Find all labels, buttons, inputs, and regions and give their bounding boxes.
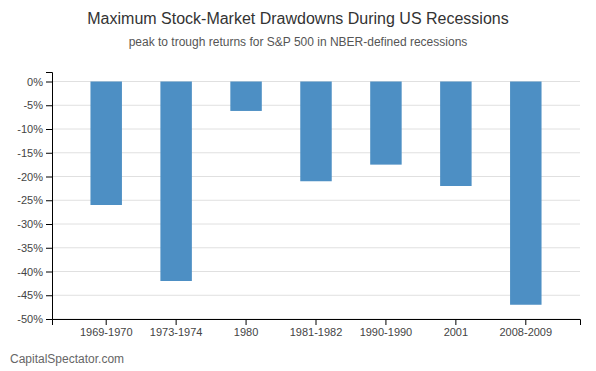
tick: -20% <box>17 171 52 183</box>
annotation: CapitalSpectator.com <box>10 352 124 366</box>
tick-mark <box>46 319 52 320</box>
tick-mark <box>176 319 177 325</box>
x-axis: 1969-1970 1973-1974 1980 1981-1982 1990-1990… <box>53 319 581 338</box>
grid-line <box>52 295 580 296</box>
tick: -15% <box>17 147 52 159</box>
tick-mark <box>455 319 456 325</box>
tick-mark <box>46 248 52 249</box>
axis-line <box>53 320 581 326</box>
tick-label: -15% <box>17 147 43 159</box>
tick: -45% <box>17 289 52 301</box>
tick-mark <box>46 105 52 106</box>
tick: -40% <box>17 266 52 278</box>
tick-label: 0% <box>27 76 43 88</box>
tick-mark <box>46 272 52 273</box>
tick-label: 1973-1974 <box>150 326 203 338</box>
marks <box>90 82 541 305</box>
bar <box>300 82 331 182</box>
tick: 1973-1974 <box>150 319 203 338</box>
plot: 0% -5% -10% -15% -20% -25% -30% -35% -40% -45% -50… <box>17 73 580 338</box>
grid-line <box>52 224 580 225</box>
tick-label: -50% <box>17 313 43 325</box>
tick-label: -30% <box>17 218 43 230</box>
tick-label: -10% <box>17 123 43 135</box>
grid-line <box>52 200 580 201</box>
bar <box>90 82 121 206</box>
tick: 1980 <box>234 319 258 338</box>
tick-mark <box>46 295 52 296</box>
bar <box>510 82 541 305</box>
y-axis: 0% -5% -10% -15% -20% -25% -30% -35% -40% -45% -50… <box>17 73 52 326</box>
tick-label: -45% <box>17 289 43 301</box>
tick-label: 2008-2009 <box>499 326 552 338</box>
tick-label: -25% <box>17 194 43 206</box>
grid <box>52 82 580 320</box>
tick-mark <box>46 129 52 130</box>
tick-label: -5% <box>23 99 43 111</box>
tick-mark <box>46 224 52 225</box>
tick-label: -40% <box>17 266 43 278</box>
tick-mark <box>46 82 52 83</box>
tick-mark <box>385 319 386 325</box>
chart: Maximum Stock-Market Drawdowns During US… <box>0 0 596 371</box>
tick: 1981-1982 <box>290 319 343 338</box>
tick: -10% <box>17 123 52 135</box>
axis-line <box>46 73 53 320</box>
bar <box>370 82 401 165</box>
tick: -35% <box>17 242 52 254</box>
tick-label: 1969-1970 <box>80 326 133 338</box>
tick-mark <box>246 319 247 325</box>
tick-label: -35% <box>17 242 43 254</box>
tick-label: 1980 <box>234 326 258 338</box>
tick-mark <box>46 177 52 178</box>
tick: -25% <box>17 194 52 206</box>
grid-line <box>52 247 580 248</box>
tick-mark <box>316 319 317 325</box>
tick: -50% <box>17 313 52 325</box>
tick: -30% <box>17 218 52 230</box>
tick: -5% <box>23 99 52 111</box>
title: Maximum Stock-Market Drawdowns During US… <box>87 10 508 27</box>
tick-label: 1990-1990 <box>360 326 413 338</box>
bar <box>230 82 261 111</box>
bar <box>160 82 191 282</box>
grid-line <box>52 271 580 272</box>
subtitle: peak to trough returns for S&P 500 in NB… <box>129 35 468 49</box>
tick-label: -20% <box>17 171 43 183</box>
tick: 2001 <box>444 319 468 338</box>
bar <box>440 82 471 187</box>
tick: 1990-1990 <box>360 319 413 338</box>
tick-label: 2001 <box>444 326 468 338</box>
tick-mark <box>46 200 52 201</box>
tick: 1969-1970 <box>80 319 133 338</box>
tick-mark <box>46 153 52 154</box>
tick-mark <box>106 319 107 325</box>
tick-label: 1981-1982 <box>290 326 343 338</box>
tick: 2008-2009 <box>499 319 552 338</box>
tick: 0% <box>27 76 52 88</box>
tick-mark <box>525 319 526 325</box>
